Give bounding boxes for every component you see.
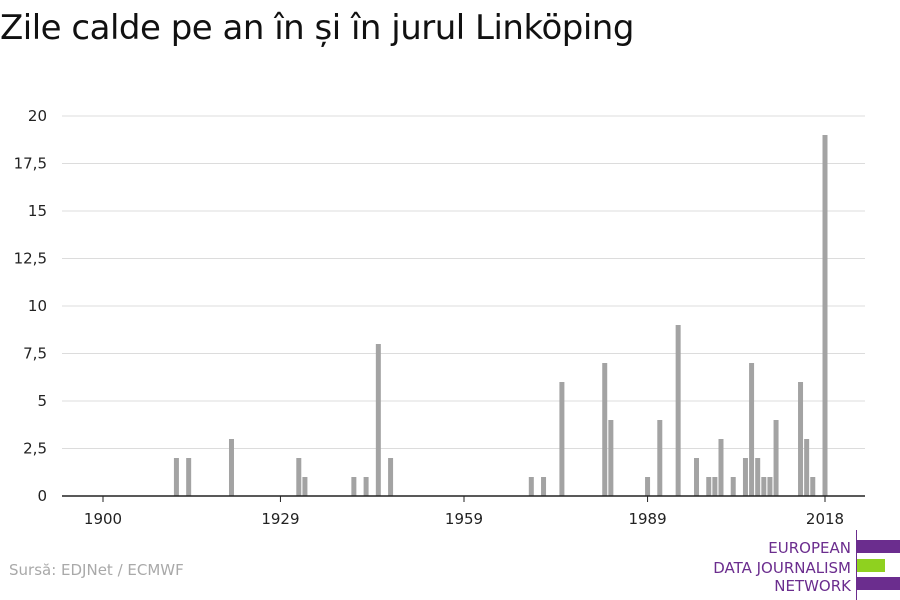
bar	[804, 439, 810, 496]
bar	[675, 325, 681, 496]
bar	[296, 458, 302, 496]
bar	[375, 344, 381, 496]
bar	[761, 477, 767, 496]
bar	[755, 458, 761, 496]
y-tick-label: 17,5	[14, 155, 47, 173]
logo-bar-middle	[857, 559, 885, 572]
logo-bar-bottom	[857, 577, 900, 590]
logo-line-2: DATA JOURNALISM	[713, 559, 851, 577]
bar	[773, 420, 779, 496]
bar	[822, 135, 828, 496]
bar	[173, 458, 179, 496]
logo-line-1: EUROPEAN	[768, 539, 851, 557]
y-tick-label: 5	[37, 392, 47, 410]
bar	[706, 477, 712, 496]
bars	[173, 135, 828, 496]
grid-lines	[62, 115, 865, 449]
y-tick-label: 20	[28, 107, 47, 125]
bar	[798, 382, 804, 496]
bar	[608, 420, 614, 496]
bar	[742, 458, 748, 496]
edjnet-logo[interactable]: EUROPEAN DATA JOURNALISM NETWORK	[700, 530, 900, 600]
y-tick-label: 7,5	[23, 345, 47, 363]
bar	[694, 458, 700, 496]
y-tick-label: 15	[28, 202, 47, 220]
bar	[602, 363, 608, 496]
bar	[541, 477, 547, 496]
source-note: Sursă: EDJNet / ECMWF	[9, 561, 184, 579]
axes: 0 2,5 5 7,5 10 12,5 15 17,5 20 1900 1929 1959 1989 20…	[14, 107, 865, 528]
y-tick-label: 2,5	[23, 440, 47, 458]
bar	[302, 477, 308, 496]
x-tick-label: 1959	[445, 510, 483, 528]
bar	[528, 477, 534, 496]
bar	[228, 439, 234, 496]
x-tick-label: 1929	[261, 510, 299, 528]
logo-line-3: NETWORK	[774, 577, 851, 595]
bar	[388, 458, 394, 496]
bar	[810, 477, 816, 496]
chart-title: Zile calde pe an în și în jurul Linköpin…	[0, 8, 634, 48]
x-tick-label: 1989	[628, 510, 666, 528]
bar	[712, 477, 718, 496]
x-tick-label: 2018	[806, 510, 844, 528]
logo-divider	[856, 530, 857, 600]
bar	[559, 382, 565, 496]
bar	[767, 477, 773, 496]
y-tick-label: 12,5	[14, 250, 47, 268]
bar	[730, 477, 736, 496]
bar	[645, 477, 651, 496]
bar	[363, 477, 369, 496]
logo-bar-top	[857, 540, 900, 553]
bar	[657, 420, 663, 496]
bar	[351, 477, 357, 496]
x-tick-label: 1900	[84, 510, 122, 528]
bar	[718, 439, 724, 496]
bar	[186, 458, 192, 496]
y-tick-label: 10	[28, 297, 47, 315]
bar	[749, 363, 755, 496]
y-tick-label: 0	[37, 487, 47, 505]
